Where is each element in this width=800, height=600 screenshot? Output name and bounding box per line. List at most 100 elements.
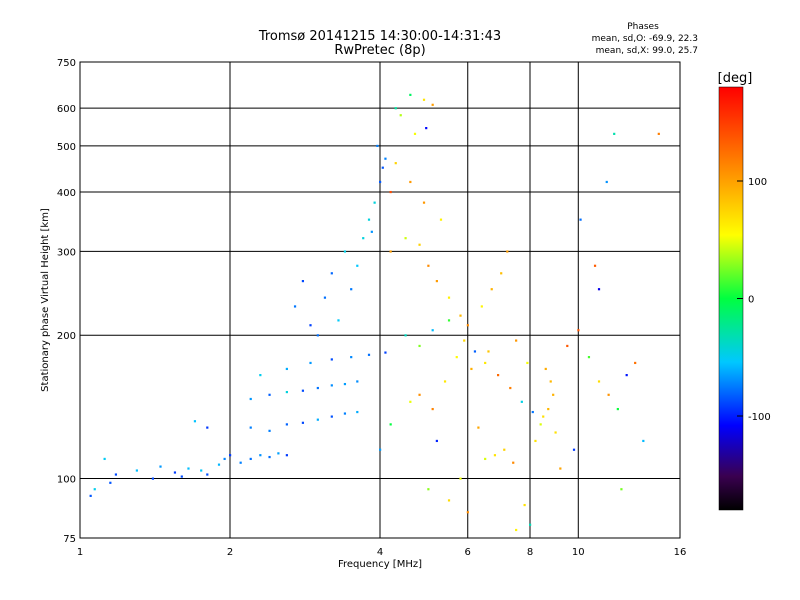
- data-point: [509, 387, 511, 389]
- data-point: [436, 440, 438, 442]
- data-point: [626, 374, 628, 376]
- data-point: [427, 265, 429, 267]
- data-point: [259, 374, 261, 376]
- data-point: [294, 305, 296, 307]
- data-point: [240, 462, 242, 464]
- y-tick-label: 300: [57, 247, 76, 258]
- data-point: [344, 412, 346, 414]
- data-point: [432, 408, 434, 410]
- data-point: [409, 94, 411, 96]
- data-point: [573, 449, 575, 451]
- data-point: [104, 458, 106, 460]
- data-point: [187, 467, 189, 469]
- y-tick-label: 100: [57, 475, 76, 486]
- data-point: [356, 380, 358, 382]
- data-point: [371, 231, 373, 233]
- data-point: [427, 488, 429, 490]
- data-point: [379, 181, 381, 183]
- data-point: [481, 305, 483, 307]
- data-point: [309, 362, 311, 364]
- data-point: [491, 288, 493, 290]
- x-axis-ticks: 1 2 4 6 8 10 16: [77, 547, 687, 558]
- data-point: [494, 454, 496, 456]
- data-point: [552, 394, 554, 396]
- data-point: [529, 524, 531, 526]
- data-point: [448, 319, 450, 321]
- x-axis-label: Frequency [MHz]: [338, 559, 422, 570]
- data-point: [324, 297, 326, 299]
- data-point: [331, 272, 333, 274]
- data-point: [545, 368, 547, 370]
- data-point: [94, 488, 96, 490]
- data-point: [463, 339, 465, 341]
- data-point: [617, 408, 619, 410]
- data-point: [559, 467, 561, 469]
- data-point: [448, 297, 450, 299]
- data-point: [379, 449, 381, 451]
- data-point: [286, 454, 288, 456]
- data-point: [526, 362, 528, 364]
- data-point: [532, 411, 534, 413]
- data-point: [374, 202, 376, 204]
- data-point: [534, 440, 536, 442]
- y-tick-label: 200: [57, 331, 76, 342]
- data-point: [268, 394, 270, 396]
- data-point: [642, 440, 644, 442]
- data-point: [467, 511, 469, 513]
- data-point: [317, 334, 319, 336]
- colorbar-tick-label: -100: [748, 412, 771, 423]
- data-point: [418, 244, 420, 246]
- colorbar-label: [deg]: [718, 71, 753, 86]
- data-point: [512, 462, 514, 464]
- data-point: [277, 452, 279, 454]
- data-point: [515, 339, 517, 341]
- data-point: [432, 329, 434, 331]
- data-point: [384, 351, 386, 353]
- data-point: [404, 237, 406, 239]
- data-point: [218, 464, 220, 466]
- data-point: [159, 465, 161, 467]
- y-tick-label: 600: [57, 104, 76, 115]
- y-axis-label: Stationary phase Virtual Height [km]: [40, 208, 51, 392]
- data-point: [484, 362, 486, 364]
- data-point: [350, 356, 352, 358]
- data-point: [206, 473, 208, 475]
- data-point: [444, 380, 446, 382]
- phase-stats-x: mean, sd,X: 99.0, 25.7: [596, 46, 698, 56]
- x-tick-label: 4: [377, 547, 383, 558]
- data-point: [250, 426, 252, 428]
- x-tick-label: 2: [227, 547, 233, 558]
- data-point: [448, 499, 450, 501]
- data-point: [250, 398, 252, 400]
- data-point: [470, 368, 472, 370]
- data-point: [608, 394, 610, 396]
- data-point: [425, 127, 427, 129]
- data-point: [331, 415, 333, 417]
- data-point: [152, 478, 154, 480]
- data-point: [286, 368, 288, 370]
- data-point: [497, 374, 499, 376]
- data-point: [115, 473, 117, 475]
- x-tick-label: 8: [527, 547, 533, 558]
- data-point: [467, 324, 469, 326]
- phase-stats-o: mean, sd,O: -69.9, 22.3: [592, 34, 698, 44]
- data-point: [136, 469, 138, 471]
- y-tick-label: 500: [57, 142, 76, 153]
- data-point: [337, 319, 339, 321]
- ionogram-chart: Tromsø 20141215 14:30:00-14:31:43 RwPret…: [0, 0, 800, 600]
- data-point: [268, 456, 270, 458]
- data-point: [487, 350, 489, 352]
- data-point: [317, 387, 319, 389]
- data-point: [224, 458, 226, 460]
- chart-subtitle: RwPretec (8p): [334, 43, 425, 58]
- data-point: [554, 431, 556, 433]
- data-point: [181, 475, 183, 477]
- data-point: [90, 495, 92, 497]
- data-point: [515, 529, 517, 531]
- data-point: [194, 420, 196, 422]
- data-point: [317, 419, 319, 421]
- data-point: [418, 394, 420, 396]
- data-point: [606, 181, 608, 183]
- data-point: [423, 99, 425, 101]
- data-point: [331, 384, 333, 386]
